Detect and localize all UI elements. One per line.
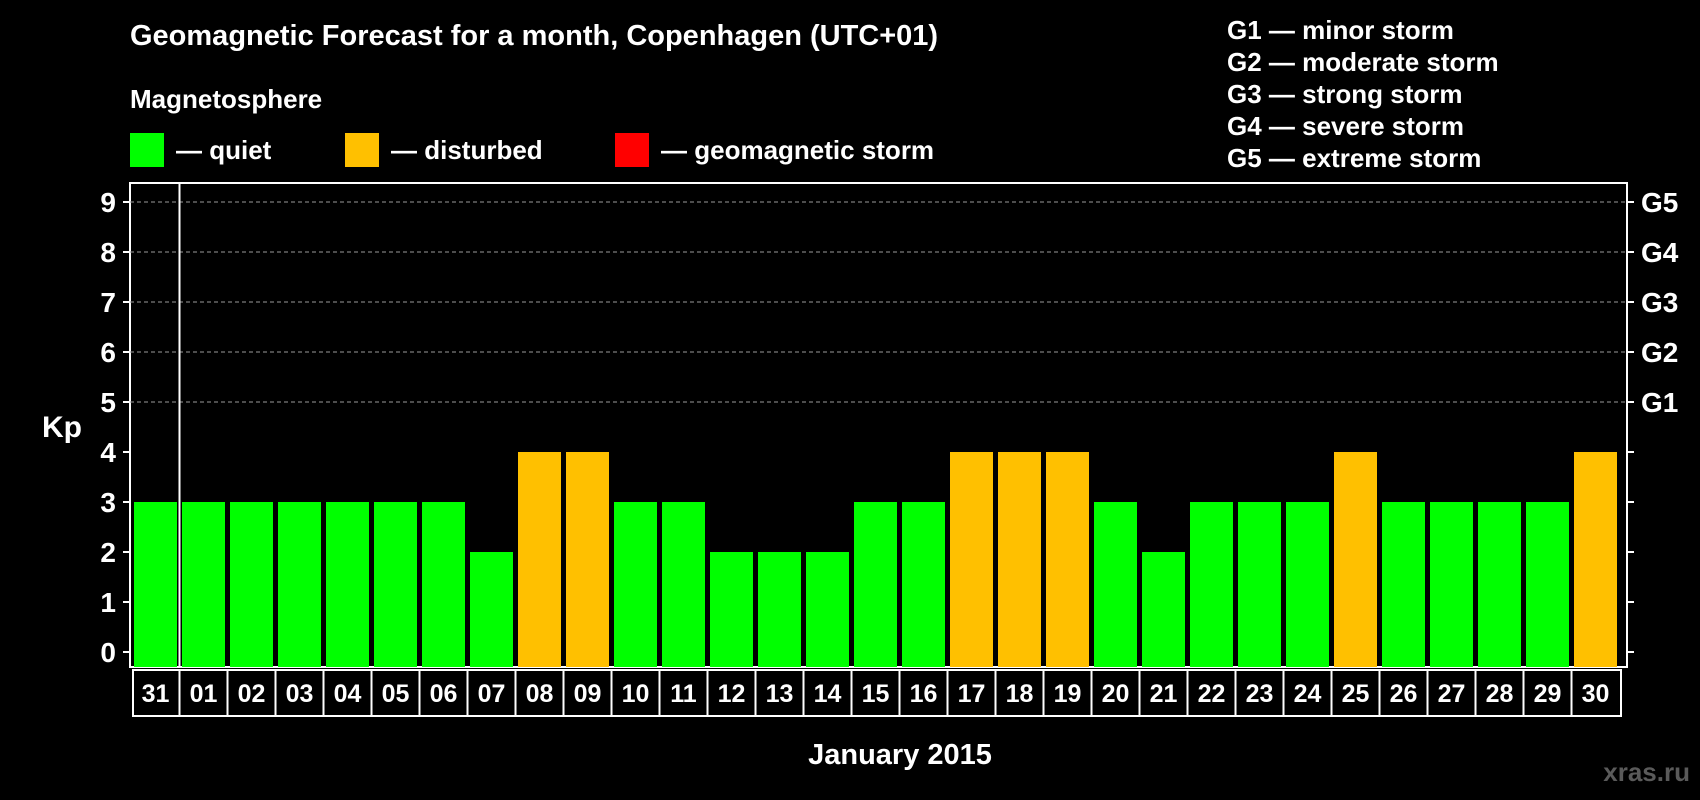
x-tick-label: 24 [1294, 680, 1322, 708]
x-tick-label: 16 [910, 680, 938, 708]
storm-scale-g2: G2 — moderate storm [1227, 47, 1499, 77]
x-tick-label: 02 [238, 680, 266, 708]
legend-quiet-swatch [130, 133, 164, 167]
x-tick-label: 23 [1246, 680, 1274, 708]
legend-disturbed-label: — disturbed [391, 134, 543, 165]
kp-bar-15 [854, 502, 897, 667]
chart-title: Geomagnetic Forecast for a month, Copenh… [130, 20, 939, 52]
storm-scale-g4: G4 — severe storm [1227, 111, 1465, 141]
kp-bar-26 [1382, 502, 1425, 667]
x-tick-label: 05 [382, 680, 410, 708]
x-tick-label: 04 [334, 680, 362, 708]
x-tick-label: 15 [862, 680, 890, 708]
legend-storm-swatch [615, 133, 649, 167]
legend-quiet-label: — quiet [176, 134, 272, 165]
x-tick-label: 31 [142, 680, 170, 708]
y-tick-label: 9 [100, 187, 116, 218]
x-tick-label: 10 [622, 680, 650, 708]
kp-bar-10 [614, 502, 657, 667]
x-tick-label: 06 [430, 680, 458, 708]
y-tick-label: 4 [100, 437, 116, 468]
x-tick-label: 18 [1006, 680, 1034, 708]
storm-scale-legend: G1 — minor storm G2 — moderate storm G3 … [1227, 14, 1499, 174]
kp-bar-09 [566, 452, 609, 667]
x-tick-label: 27 [1438, 680, 1466, 708]
kp-bar-04 [326, 502, 369, 667]
y-tick-label: 6 [100, 337, 116, 368]
x-tick-label: 21 [1150, 680, 1178, 708]
date-row-frame [132, 669, 1622, 717]
x-tick-label: 14 [814, 680, 842, 708]
kp-bar-01 [182, 502, 225, 667]
watermark: xras.ru [1603, 757, 1690, 787]
storm-scale-g3: G3 — strong storm [1227, 79, 1463, 109]
kp-bar-20 [1094, 502, 1137, 667]
legend-disturbed: — disturbed [345, 133, 543, 167]
legend-heading: Magnetosphere [130, 84, 323, 114]
g-level-label-g5: G5 [1641, 187, 1678, 218]
y-tick-label: 2 [100, 537, 116, 568]
kp-bar-03 [278, 502, 321, 667]
y-tick-label: 3 [100, 487, 116, 518]
kp-bar-02 [230, 502, 273, 667]
x-tick-label: 03 [286, 680, 314, 708]
kp-bar-24 [1286, 502, 1329, 667]
x-tick-label: 12 [718, 680, 746, 708]
kp-bar-05 [374, 502, 417, 667]
x-tick-label: 13 [766, 680, 794, 708]
legend-quiet: — quiet [130, 133, 271, 167]
x-tick-label: 08 [526, 680, 554, 708]
kp-bar-23 [1238, 502, 1281, 667]
kp-bar-12 [710, 552, 753, 667]
legend-storm-label: — geomagnetic storm [661, 134, 935, 165]
x-tick-label: 09 [574, 680, 602, 708]
x-tick-label: 29 [1534, 680, 1562, 708]
storm-scale-g5: G5 — extreme storm [1227, 143, 1482, 173]
x-tick-label: 30 [1582, 680, 1610, 708]
x-tick-label: 25 [1342, 680, 1370, 708]
kp-bar-13 [758, 552, 801, 667]
kp-bar-16 [902, 502, 945, 667]
kp-bar-07 [470, 552, 513, 667]
kp-bar-14 [806, 552, 849, 667]
x-tick-label: 01 [190, 680, 218, 708]
x-tick-label: 26 [1390, 680, 1418, 708]
kp-bar-21 [1142, 552, 1185, 667]
kp-bar-22 [1190, 502, 1233, 667]
x-tick-label: 22 [1198, 680, 1226, 708]
y-tick-label: 7 [100, 287, 116, 318]
x-tick-label: 17 [958, 680, 986, 708]
storm-scale-g1: G1 — minor storm [1227, 15, 1454, 45]
y-tick-label: 0 [100, 637, 116, 668]
x-tick-label: 11 [670, 680, 697, 708]
x-tick-label: 07 [478, 680, 506, 708]
kp-bar-29 [1526, 502, 1569, 667]
legend-storm: — geomagnetic storm [615, 133, 934, 167]
kp-bar-08 [518, 452, 561, 667]
kp-bar-11 [662, 502, 705, 667]
y-tick-label: 1 [100, 587, 116, 618]
kp-bar-25 [1334, 452, 1377, 667]
x-axis-label: January 2015 [808, 739, 992, 771]
legend-disturbed-swatch [345, 133, 379, 167]
g-level-label-g4: G4 [1641, 237, 1679, 268]
kp-bar-18 [998, 452, 1041, 667]
x-tick-label: 20 [1102, 680, 1130, 708]
g-level-label-g3: G3 [1641, 287, 1678, 318]
y-tick-label: 8 [100, 237, 116, 268]
kp-bar-19 [1046, 452, 1089, 667]
kp-bar-28 [1478, 502, 1521, 667]
kp-bar-31 [134, 502, 177, 667]
x-tick-label: 19 [1054, 680, 1082, 708]
g-level-label-g2: G2 [1641, 337, 1678, 368]
kp-bar-27 [1430, 502, 1473, 667]
kp-bar-30 [1574, 452, 1617, 667]
kp-bar-06 [422, 502, 465, 667]
y-axis-label: Kp [42, 411, 82, 444]
g-level-label-g1: G1 [1641, 387, 1678, 418]
kp-bar-17 [950, 452, 993, 667]
x-tick-label: 28 [1486, 680, 1514, 708]
y-tick-label: 5 [100, 387, 116, 418]
